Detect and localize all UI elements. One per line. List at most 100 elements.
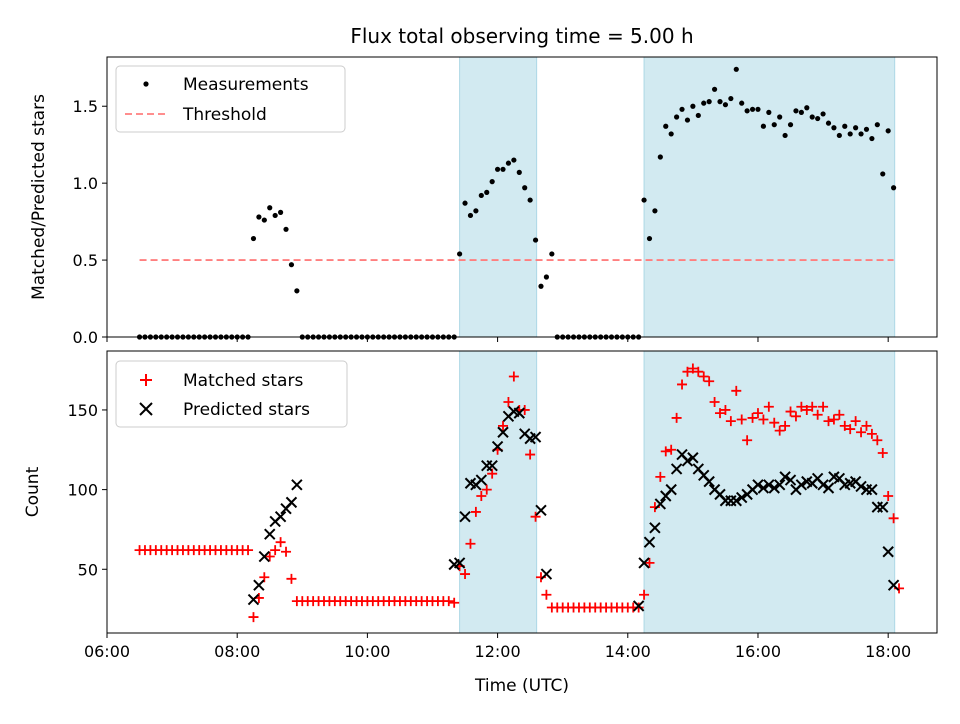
matched-point — [715, 408, 726, 419]
predicted-point — [866, 483, 878, 496]
matched-point — [465, 538, 476, 549]
measurement-point — [820, 111, 826, 117]
measurement-point — [760, 123, 767, 129]
measurement-point — [733, 66, 739, 72]
predicted-point — [730, 495, 742, 507]
measurement-point — [809, 114, 815, 120]
predicted-point — [513, 407, 525, 419]
predicted-point — [529, 431, 542, 443]
matched-point — [861, 420, 872, 431]
matched-point — [742, 435, 753, 446]
matched-point — [460, 569, 471, 580]
matched-point — [498, 420, 509, 431]
x-tick-label: 16:00 — [735, 642, 781, 661]
predicted-point — [247, 593, 260, 606]
matched-point — [487, 468, 498, 479]
measurement-point — [527, 197, 533, 203]
matched-point — [812, 409, 823, 420]
bottom-legend: Matched stars Predicted stars — [115, 360, 348, 428]
predicted-point — [285, 496, 298, 509]
measurement-point — [294, 288, 300, 294]
matched-point — [828, 414, 839, 425]
predicted-point — [665, 483, 677, 496]
bottom-x-ticks: 06:00 08:00 10:00 12:00 14:00 16:00 18:00 — [84, 633, 911, 661]
bottom-y-axis-label: Count — [23, 466, 43, 517]
measurement-point — [674, 114, 680, 120]
measurement-point — [256, 214, 262, 220]
predicted-point — [491, 440, 504, 453]
measurement-point — [706, 99, 712, 105]
measurement-point — [842, 123, 848, 129]
top-axes-frame — [106, 56, 938, 338]
measurement-point — [684, 117, 691, 123]
predicted-point — [475, 474, 488, 486]
measurement-point — [484, 189, 490, 195]
matched-point — [264, 551, 275, 562]
measurement-point — [739, 100, 745, 106]
predicted-point — [486, 460, 498, 472]
figure-title: Flux total observing time = 5.00 h — [350, 24, 693, 48]
measurement-point — [657, 154, 663, 160]
measurement-point — [836, 132, 842, 139]
matched-point — [682, 366, 693, 377]
matched-point — [785, 406, 796, 417]
measurement-point — [847, 131, 853, 137]
top-legend: Measurements Threshold — [115, 65, 346, 133]
matched-point — [666, 444, 677, 455]
measurement-point — [858, 131, 864, 137]
measurement-point — [701, 100, 707, 106]
predicted-point — [274, 510, 287, 523]
bottom-shaded-intervals — [459, 350, 896, 634]
measurement-point — [668, 131, 674, 137]
predicted-point — [784, 474, 797, 486]
predicted-point — [632, 600, 645, 612]
matched-point — [747, 412, 758, 423]
predicted-point — [670, 463, 683, 475]
predicted-point — [855, 480, 867, 493]
matched-point — [698, 371, 709, 382]
y-tick-label: 0.0 — [73, 328, 98, 347]
matched-point — [796, 401, 807, 412]
matched-point — [530, 511, 541, 522]
predicted-point — [768, 482, 780, 494]
matched-point — [807, 401, 818, 412]
matched-point — [503, 396, 514, 407]
matched-point — [839, 420, 850, 431]
predicted-point — [887, 579, 900, 591]
measurement-point — [744, 108, 750, 114]
predicted-point — [453, 557, 466, 569]
legend-threshold-label: Threshold — [182, 105, 267, 125]
measurement-point — [516, 169, 522, 175]
matched-point — [888, 513, 899, 524]
predicted-point — [795, 479, 808, 491]
matched-point — [780, 420, 791, 431]
measurement-point — [641, 197, 647, 203]
measurement-point — [543, 274, 550, 280]
y-tick-label: 1.0 — [73, 174, 98, 193]
x-tick-label: 06:00 — [84, 642, 130, 661]
matched-point — [883, 490, 894, 501]
measurement-point — [787, 122, 794, 128]
predicted-point — [535, 504, 547, 517]
measurement-point — [880, 171, 886, 177]
matched-point — [818, 401, 829, 412]
top-x-ticks — [106, 337, 889, 342]
measurement-point — [831, 125, 837, 131]
predicted-point — [291, 479, 303, 491]
matched-point — [644, 557, 655, 568]
x-tick-label: 14:00 — [605, 642, 651, 661]
predicted-point — [779, 471, 791, 483]
measurement-point — [663, 123, 669, 129]
matched-point — [877, 447, 888, 458]
matched-point — [845, 424, 856, 435]
matched-point — [856, 427, 867, 438]
predicted-point — [817, 479, 829, 491]
matched-point — [443, 596, 454, 607]
predicted-point — [773, 479, 786, 491]
matched-point — [790, 411, 801, 422]
predicted-point — [757, 482, 770, 494]
measurement-point — [462, 200, 468, 206]
matched-point — [834, 409, 845, 420]
predicted-point — [643, 536, 656, 548]
